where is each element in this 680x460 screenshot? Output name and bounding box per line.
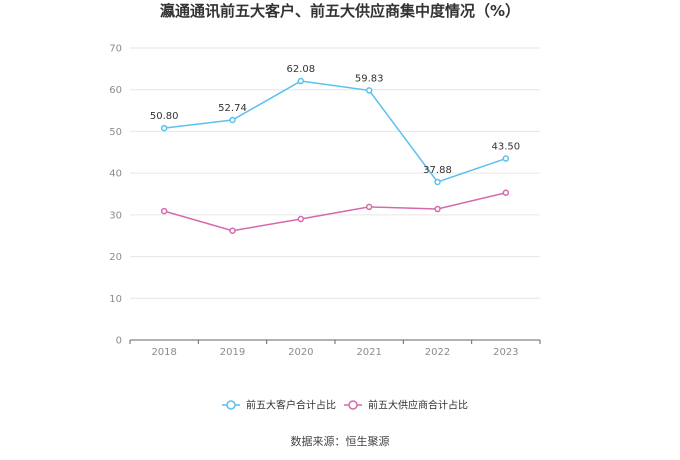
x-tick-label: 2021: [356, 347, 381, 358]
y-tick-label: 0: [116, 336, 122, 347]
data-point: [365, 203, 373, 211]
chart-title: 瀛通通讯前五大客户、前五大供应商集中度情况（%）: [160, 2, 520, 20]
series-line: [164, 80, 507, 183]
data-point: [229, 227, 236, 234]
data-point: [297, 215, 305, 223]
data-label: 59.83: [355, 73, 384, 84]
legend-marker-icon: [226, 400, 236, 410]
data-point: [502, 189, 510, 196]
x-tick-label: 2020: [288, 347, 313, 358]
x-tick-label: 2019: [220, 347, 245, 358]
data-point: [160, 207, 168, 215]
legend-item-2[interactable]: 前五大供应商合计占比: [344, 399, 468, 412]
x-tick-label: 2023: [493, 347, 518, 358]
y-tick-label: 60: [109, 85, 122, 96]
y-tick-label: 30: [109, 210, 122, 221]
y-tick-label: 40: [109, 169, 122, 180]
data-source-note: 数据来源：恒生聚源: [291, 434, 390, 448]
data-point: [160, 124, 168, 132]
series-layer: 50.80 52.74 62.08 59.83 37.88 43.50: [150, 64, 521, 234]
y-tick-label: 20: [109, 252, 122, 263]
y-tick-label: 50: [109, 127, 122, 138]
legend: 前五大客户合计占比 前五大供应商合计占比: [222, 399, 468, 412]
series-1: 50.80 52.74 62.08 59.83 37.88 43.50: [150, 64, 521, 186]
y-tick-label: 10: [109, 294, 122, 305]
data-label: 50.80: [150, 111, 179, 122]
legend-marker-icon: [348, 400, 358, 410]
x-tick-label: 2018: [151, 347, 176, 358]
data-point: [229, 116, 236, 124]
axes: 0 10 20 30 40 50 60 70 2018 2019 2020 2021 2022 2023: [109, 44, 541, 358]
series-2: [160, 189, 510, 234]
legend-label: 前五大供应商合计占比: [368, 399, 468, 412]
series-line: [163, 192, 507, 232]
data-point: [297, 77, 305, 85]
gridlines: [130, 47, 540, 299]
data-label: 37.88: [423, 165, 452, 176]
data-point: [434, 205, 441, 213]
legend-item-1[interactable]: 前五大客户合计占比: [222, 399, 336, 412]
data-label: 62.08: [287, 64, 316, 75]
legend-label: 前五大客户合计占比: [246, 399, 336, 412]
data-point: [434, 178, 441, 186]
data-point: [502, 155, 510, 162]
data-label: 52.74: [218, 103, 247, 114]
y-tick-label: 70: [109, 44, 122, 55]
data-label: 43.50: [492, 142, 521, 153]
x-tick-label: 2022: [425, 347, 450, 358]
data-point: [365, 87, 373, 94]
